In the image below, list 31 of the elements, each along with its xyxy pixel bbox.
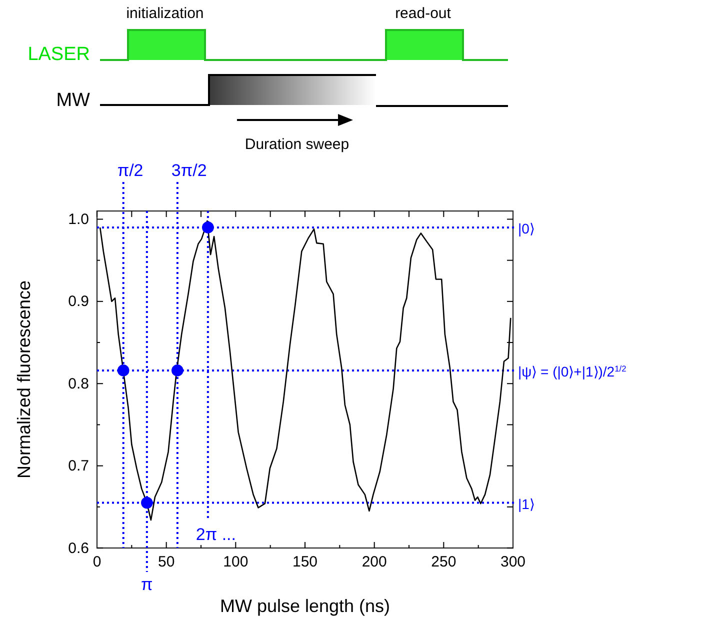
x-tick-label: 300 xyxy=(500,554,526,571)
x-tick-label: 250 xyxy=(431,554,456,571)
x-tick-label: 150 xyxy=(292,554,318,571)
ref-line-label: 3π/2 xyxy=(171,161,207,180)
y-axis-title: Normalized fluorescence xyxy=(14,280,34,479)
x-tick-label: 50 xyxy=(158,554,175,571)
ref-line-label: π xyxy=(141,575,153,594)
x-tick-label: 0 xyxy=(92,554,102,571)
text: read-out xyxy=(395,5,452,22)
point xyxy=(202,222,214,234)
ref-line-label: |0⟩ xyxy=(518,220,534,236)
line-series xyxy=(99,220,512,521)
point xyxy=(172,364,184,376)
ref-line-label: π/2 xyxy=(117,161,144,180)
y-tick-label: 0.7 xyxy=(68,458,89,475)
y-tick-label: 0.6 xyxy=(68,540,89,557)
y-tick-label: 0.8 xyxy=(68,375,89,392)
point xyxy=(141,496,153,509)
text: Duration sweep xyxy=(244,136,350,153)
x-axis-title: MW pulse length (ns) xyxy=(220,596,390,616)
ref-line-label: |1⟩ xyxy=(518,496,534,512)
ref-line-label: 2π ... xyxy=(196,525,236,544)
x-tick-label: 100 xyxy=(223,554,248,571)
point xyxy=(117,364,130,376)
y-tick-label: 1.0 xyxy=(68,211,89,228)
text: initialization xyxy=(126,5,204,22)
y-tick-label: 0.9 xyxy=(68,293,89,310)
x-tick-label: 200 xyxy=(362,554,387,571)
ref-line-label: |ψ⟩ = (|0⟩+|1⟩)/2$^{1/2}$ xyxy=(518,363,627,380)
text: LASER xyxy=(28,44,90,65)
text: MW xyxy=(56,90,90,111)
